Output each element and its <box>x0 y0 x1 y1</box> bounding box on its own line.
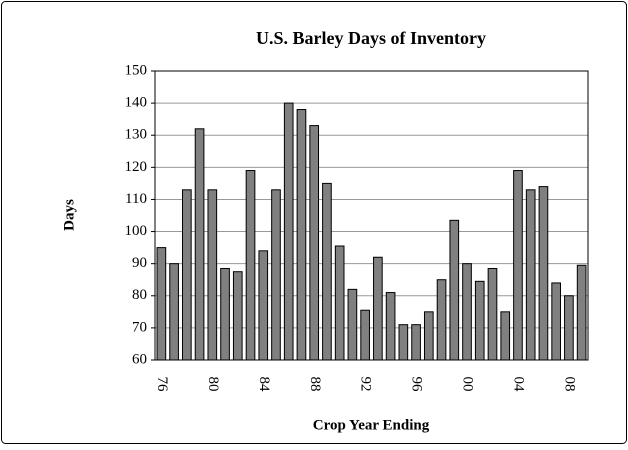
y-tick-label: 130 <box>125 127 148 143</box>
x-tick-label: 76 <box>154 377 170 393</box>
y-axis-label: Days <box>61 199 77 231</box>
x-axis-label: Crop Year Ending <box>313 417 430 433</box>
x-tick-label: 96 <box>409 377 425 393</box>
y-tick-label: 90 <box>132 255 147 271</box>
bar <box>385 292 396 361</box>
bar <box>271 189 281 361</box>
bar <box>462 263 472 361</box>
x-tick-label: 92 <box>358 377 374 392</box>
bar <box>169 263 179 361</box>
bar <box>436 279 447 361</box>
y-tick-label: 120 <box>125 159 148 175</box>
x-tick-label: 00 <box>460 377 476 392</box>
chart-title: U.S. Barley Days of Inventory <box>256 28 486 48</box>
bar <box>487 267 498 361</box>
bar <box>334 245 345 361</box>
x-tick-label: 04 <box>511 377 527 393</box>
bar <box>373 256 383 361</box>
y-tick-label: 140 <box>125 95 148 111</box>
y-tick-label: 100 <box>125 223 148 239</box>
x-tick-label: 84 <box>256 377 272 393</box>
bar <box>513 170 523 361</box>
y-tick-label: 150 <box>125 62 148 78</box>
bar <box>283 102 294 361</box>
bar <box>296 109 307 361</box>
y-tick-label: 70 <box>132 319 147 335</box>
bar <box>232 271 243 361</box>
bar <box>194 128 205 361</box>
bar <box>207 189 218 361</box>
bar <box>220 267 230 361</box>
bar <box>525 189 536 361</box>
bar <box>156 247 167 361</box>
bar <box>411 324 421 361</box>
bar <box>576 264 587 361</box>
bar <box>322 182 332 361</box>
x-tick-label: 80 <box>205 377 221 392</box>
plot-frame <box>154 70 589 361</box>
bar <box>258 250 269 361</box>
bar <box>564 295 574 361</box>
bar <box>500 311 511 361</box>
bar <box>347 288 358 361</box>
bar <box>449 219 460 361</box>
bar <box>538 186 549 361</box>
x-tick-label: 88 <box>307 377 323 392</box>
bar <box>245 170 256 361</box>
y-tick-label: 60 <box>132 351 147 367</box>
x-tick-label: 08 <box>561 377 577 392</box>
bar <box>551 282 561 361</box>
y-tick-label: 110 <box>125 191 147 207</box>
bar <box>182 189 192 361</box>
bar <box>423 311 434 361</box>
y-tick-label: 80 <box>132 287 147 303</box>
bar <box>398 324 409 361</box>
bar <box>474 280 485 361</box>
bar <box>360 309 370 361</box>
bar <box>309 125 320 361</box>
